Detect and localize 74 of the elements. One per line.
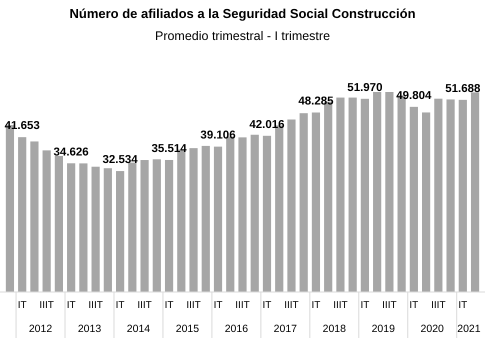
bar (202, 146, 210, 292)
bar (300, 113, 308, 292)
text: 2013 (78, 323, 102, 335)
text: 2018 (322, 323, 346, 335)
x-tick-label: IT (66, 300, 76, 311)
x-tick-label: IIIT (186, 300, 201, 311)
bar (42, 150, 51, 292)
data-label: 34.626 (54, 146, 89, 158)
bar (434, 98, 442, 292)
x-tick-label: IIIT (284, 300, 299, 311)
bar (92, 166, 100, 292)
bar (189, 148, 198, 292)
bar (30, 141, 39, 292)
bar (348, 98, 357, 292)
bar (385, 92, 394, 292)
bar (312, 112, 320, 292)
x-tick-label: IIIT (39, 300, 54, 311)
bar (54, 156, 63, 292)
bar (446, 99, 455, 292)
data-label: 35.514 (151, 142, 188, 155)
data-label: 41.653 (4, 120, 40, 132)
bar (287, 120, 296, 292)
bar (458, 100, 467, 292)
x-tick-label: IT (458, 300, 468, 311)
bar (104, 168, 112, 292)
bar (128, 162, 136, 292)
text: 2020 (420, 323, 444, 335)
x-tick-label: IT (409, 300, 418, 311)
x-tick-label: IIIT (235, 300, 250, 311)
bar (140, 160, 149, 292)
text: 2017 (274, 323, 298, 335)
bar (79, 163, 88, 292)
x-tick-label: IIIT (137, 300, 152, 311)
chart-subtitle: Promedio trimestral - I trimestre (154, 29, 330, 43)
x-tick-label: IT (116, 300, 125, 311)
x-tick-label: IT (214, 300, 222, 311)
bar (116, 171, 124, 292)
bar (250, 134, 259, 292)
text: 2015 (176, 323, 200, 335)
x-tick-label: IIIT (431, 300, 446, 311)
text: 2021 (457, 323, 481, 335)
x-tick-label: IT (360, 300, 370, 311)
bar (152, 159, 161, 292)
data-label: 42.016 (249, 118, 285, 131)
bar (238, 137, 247, 292)
text: 2012 (28, 323, 52, 335)
bar (470, 92, 480, 292)
x-tick-label: IIIT (333, 300, 348, 311)
text: 2014 (126, 323, 150, 335)
bar (67, 163, 76, 292)
bar (164, 160, 174, 292)
data-label: 49.804 (396, 90, 432, 102)
data-label: 51.970 (347, 82, 382, 94)
x-tick-label: IT (18, 300, 27, 311)
x-tick-label: IT (262, 300, 272, 311)
bar (422, 112, 430, 292)
bar (262, 136, 272, 292)
bar (373, 92, 382, 292)
data-label: 51.688 (445, 82, 482, 95)
data-label: 32.534 (102, 154, 138, 166)
bar (214, 146, 222, 292)
bar (18, 137, 26, 292)
x-tick-label: IT (311, 300, 320, 311)
x-tick-label: IIIT (382, 300, 397, 311)
data-label: 39.106 (200, 130, 236, 142)
bar (360, 98, 369, 292)
x-tick-label: IT (164, 300, 174, 311)
x-tick-label: IIIT (88, 300, 103, 311)
bar (410, 106, 418, 292)
chart-title: Número de afiliados a la Seguridad Social Construcción (69, 6, 416, 21)
bar (336, 98, 345, 292)
text: 2019 (372, 323, 396, 335)
text: 2016 (224, 323, 248, 335)
data-label: 48.285 (298, 96, 334, 108)
